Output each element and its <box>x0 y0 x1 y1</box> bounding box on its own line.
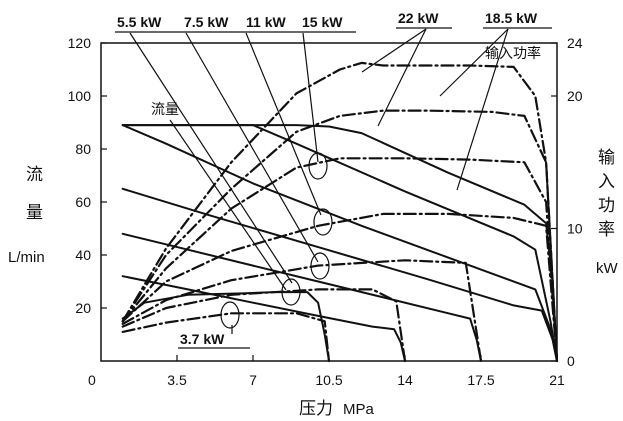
y-right-title-char-1: 输 <box>598 148 615 168</box>
callout-ellipse-3-7kw <box>220 301 240 329</box>
y-left-tick-label: 60 <box>75 194 91 210</box>
leader-22kw-a <box>377 28 427 127</box>
motor-label-5-5kw: 5.5 kW <box>117 14 162 30</box>
leader-flow <box>169 119 287 291</box>
x-tick-label: 17.5 <box>467 372 494 388</box>
x-tick-label: 3.5 <box>167 372 187 388</box>
callout-ellipse-15kw <box>308 152 328 180</box>
x-axis-origin-label: 0 <box>88 372 96 388</box>
leader-5-5kw <box>129 32 293 284</box>
y-right-tick-label: 20 <box>567 88 583 104</box>
motor-label-3-7kw: 3.7 kW <box>180 331 225 347</box>
y-left-tick-label: 80 <box>75 141 91 157</box>
power-curve-15-kw <box>121 157 559 363</box>
y-left-tick-label: 120 <box>68 35 92 51</box>
motor-label-7-5kw: 7.5 kW <box>184 14 229 30</box>
leader-22kw-b <box>361 28 427 73</box>
leader-15kw <box>302 32 319 163</box>
labels-group: 0 压力 MPa 流 量 L/min 输 入 功 率 kW 流量 输入功率 5.… <box>8 10 619 419</box>
leader-18-5kw-b <box>439 28 509 97</box>
x-axis-title: 压力 <box>299 399 333 419</box>
y-right-title-char-3: 功 <box>598 196 615 216</box>
x-tick-label: 10.5 <box>315 372 342 388</box>
flow-curve-7-5-kw <box>121 232 482 362</box>
motor-label-15kw: 15 kW <box>302 14 343 30</box>
leader-18-5kw-a <box>456 28 509 191</box>
callout-ellipse-11kw <box>313 208 333 236</box>
x-axis-unit: MPa <box>343 401 375 418</box>
y-right-tick-label: 24 <box>567 35 583 51</box>
leader-11kw <box>245 32 322 216</box>
power-curve-18-5-kw <box>121 109 559 363</box>
power-annotation: 输入功率 <box>485 45 541 62</box>
y-left-tick-label: 100 <box>68 88 92 104</box>
y-left-title-char-1: 流 <box>26 165 43 185</box>
y-left-unit: L/min <box>8 249 45 266</box>
flow-curve-15-kw <box>121 124 558 362</box>
y-right-tick-label: 0 <box>567 353 575 369</box>
leader-7-5kw <box>185 32 319 263</box>
x-tick-label: 14 <box>397 372 413 388</box>
x-tick-label: 21 <box>549 372 565 388</box>
ticks-group: 3.5 7 10.5 14 17.5 21 20 40 60 80 100 120 0 10 20 24 <box>68 35 583 388</box>
power-curve-3-7-kw <box>121 312 331 363</box>
motor-label-22kw: 22 kW <box>398 10 439 26</box>
power-curve-7-5-kw <box>121 259 483 363</box>
y-left-tick-label: 40 <box>75 247 91 263</box>
power-curve-11-kw <box>121 212 559 363</box>
flow-curve-5-5-kw <box>121 275 406 362</box>
power-curve-22-kw <box>121 61 559 363</box>
y-right-title-char-4: 率 <box>598 220 615 240</box>
motor-label-11kw: 11 kW <box>246 14 286 30</box>
motor-label-18-5kw: 18.5 kW <box>485 10 538 26</box>
y-right-title-char-2: 入 <box>598 172 615 192</box>
y-left-title-char-2: 量 <box>26 203 43 223</box>
callout-ellipse-5-5kw <box>281 278 301 306</box>
y-right-tick-label: 10 <box>567 221 583 237</box>
y-left-tick-label: 20 <box>75 300 91 316</box>
power-curve-5-5-kw <box>121 288 407 363</box>
leader-lines-group <box>115 27 552 349</box>
x-tick-label: 7 <box>249 372 257 388</box>
y-right-unit: kW <box>596 260 619 277</box>
curves-group <box>121 61 559 363</box>
callout-ellipse-7-5kw <box>310 252 330 280</box>
flow-annotation: 流量 <box>151 102 179 118</box>
